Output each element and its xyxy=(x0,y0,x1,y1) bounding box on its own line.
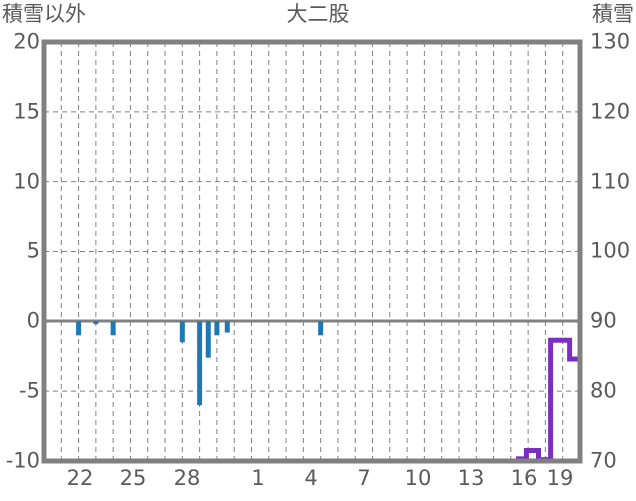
bar xyxy=(205,321,211,358)
plot-border xyxy=(41,39,583,464)
xtick-4: 4 xyxy=(304,466,318,490)
bar xyxy=(93,321,99,325)
xtick-7: 13 xyxy=(457,466,485,490)
ytick-left-1: 15 xyxy=(13,99,40,124)
chart-title: 大二股 xyxy=(286,2,350,26)
ytick-left-4: 0 xyxy=(26,308,40,333)
xtick-6: 10 xyxy=(404,466,432,490)
bar xyxy=(224,321,230,333)
bar-series-snow-excluded xyxy=(76,321,324,406)
ytick-right-6: 70 xyxy=(590,448,617,473)
ytick-right-0: 130 xyxy=(590,29,631,54)
xtick-2: 28 xyxy=(173,466,201,490)
ytick-right-5: 80 xyxy=(590,378,617,403)
ytick-right-2: 110 xyxy=(590,169,631,194)
right-axis-title: 積雪 xyxy=(592,2,634,26)
xtick-3: 1 xyxy=(251,466,265,490)
ytick-left-6: -10 xyxy=(5,448,40,473)
bar xyxy=(197,321,203,406)
bar xyxy=(214,321,220,336)
xtick-5: 7 xyxy=(357,466,371,490)
xtick-1: 25 xyxy=(119,466,147,490)
ytick-right-4: 90 xyxy=(590,308,617,333)
ytick-left-0: 20 xyxy=(13,29,40,54)
bar xyxy=(110,321,116,336)
xtick-0: 22 xyxy=(66,466,94,490)
left-axis-title: 積雪以外 xyxy=(2,2,86,26)
ytick-left-3: 5 xyxy=(26,238,40,263)
ytick-right-3: 100 xyxy=(590,238,631,263)
ytick-left-2: 10 xyxy=(13,169,40,194)
bar xyxy=(76,321,82,336)
bar xyxy=(179,321,185,343)
bar xyxy=(318,321,324,336)
xtick-8: 16 xyxy=(510,466,538,490)
ytick-right-1: 120 xyxy=(590,99,631,124)
ytick-left-5: -5 xyxy=(19,378,40,403)
plot-background xyxy=(44,42,580,461)
xtick-9: 19 xyxy=(546,466,574,490)
